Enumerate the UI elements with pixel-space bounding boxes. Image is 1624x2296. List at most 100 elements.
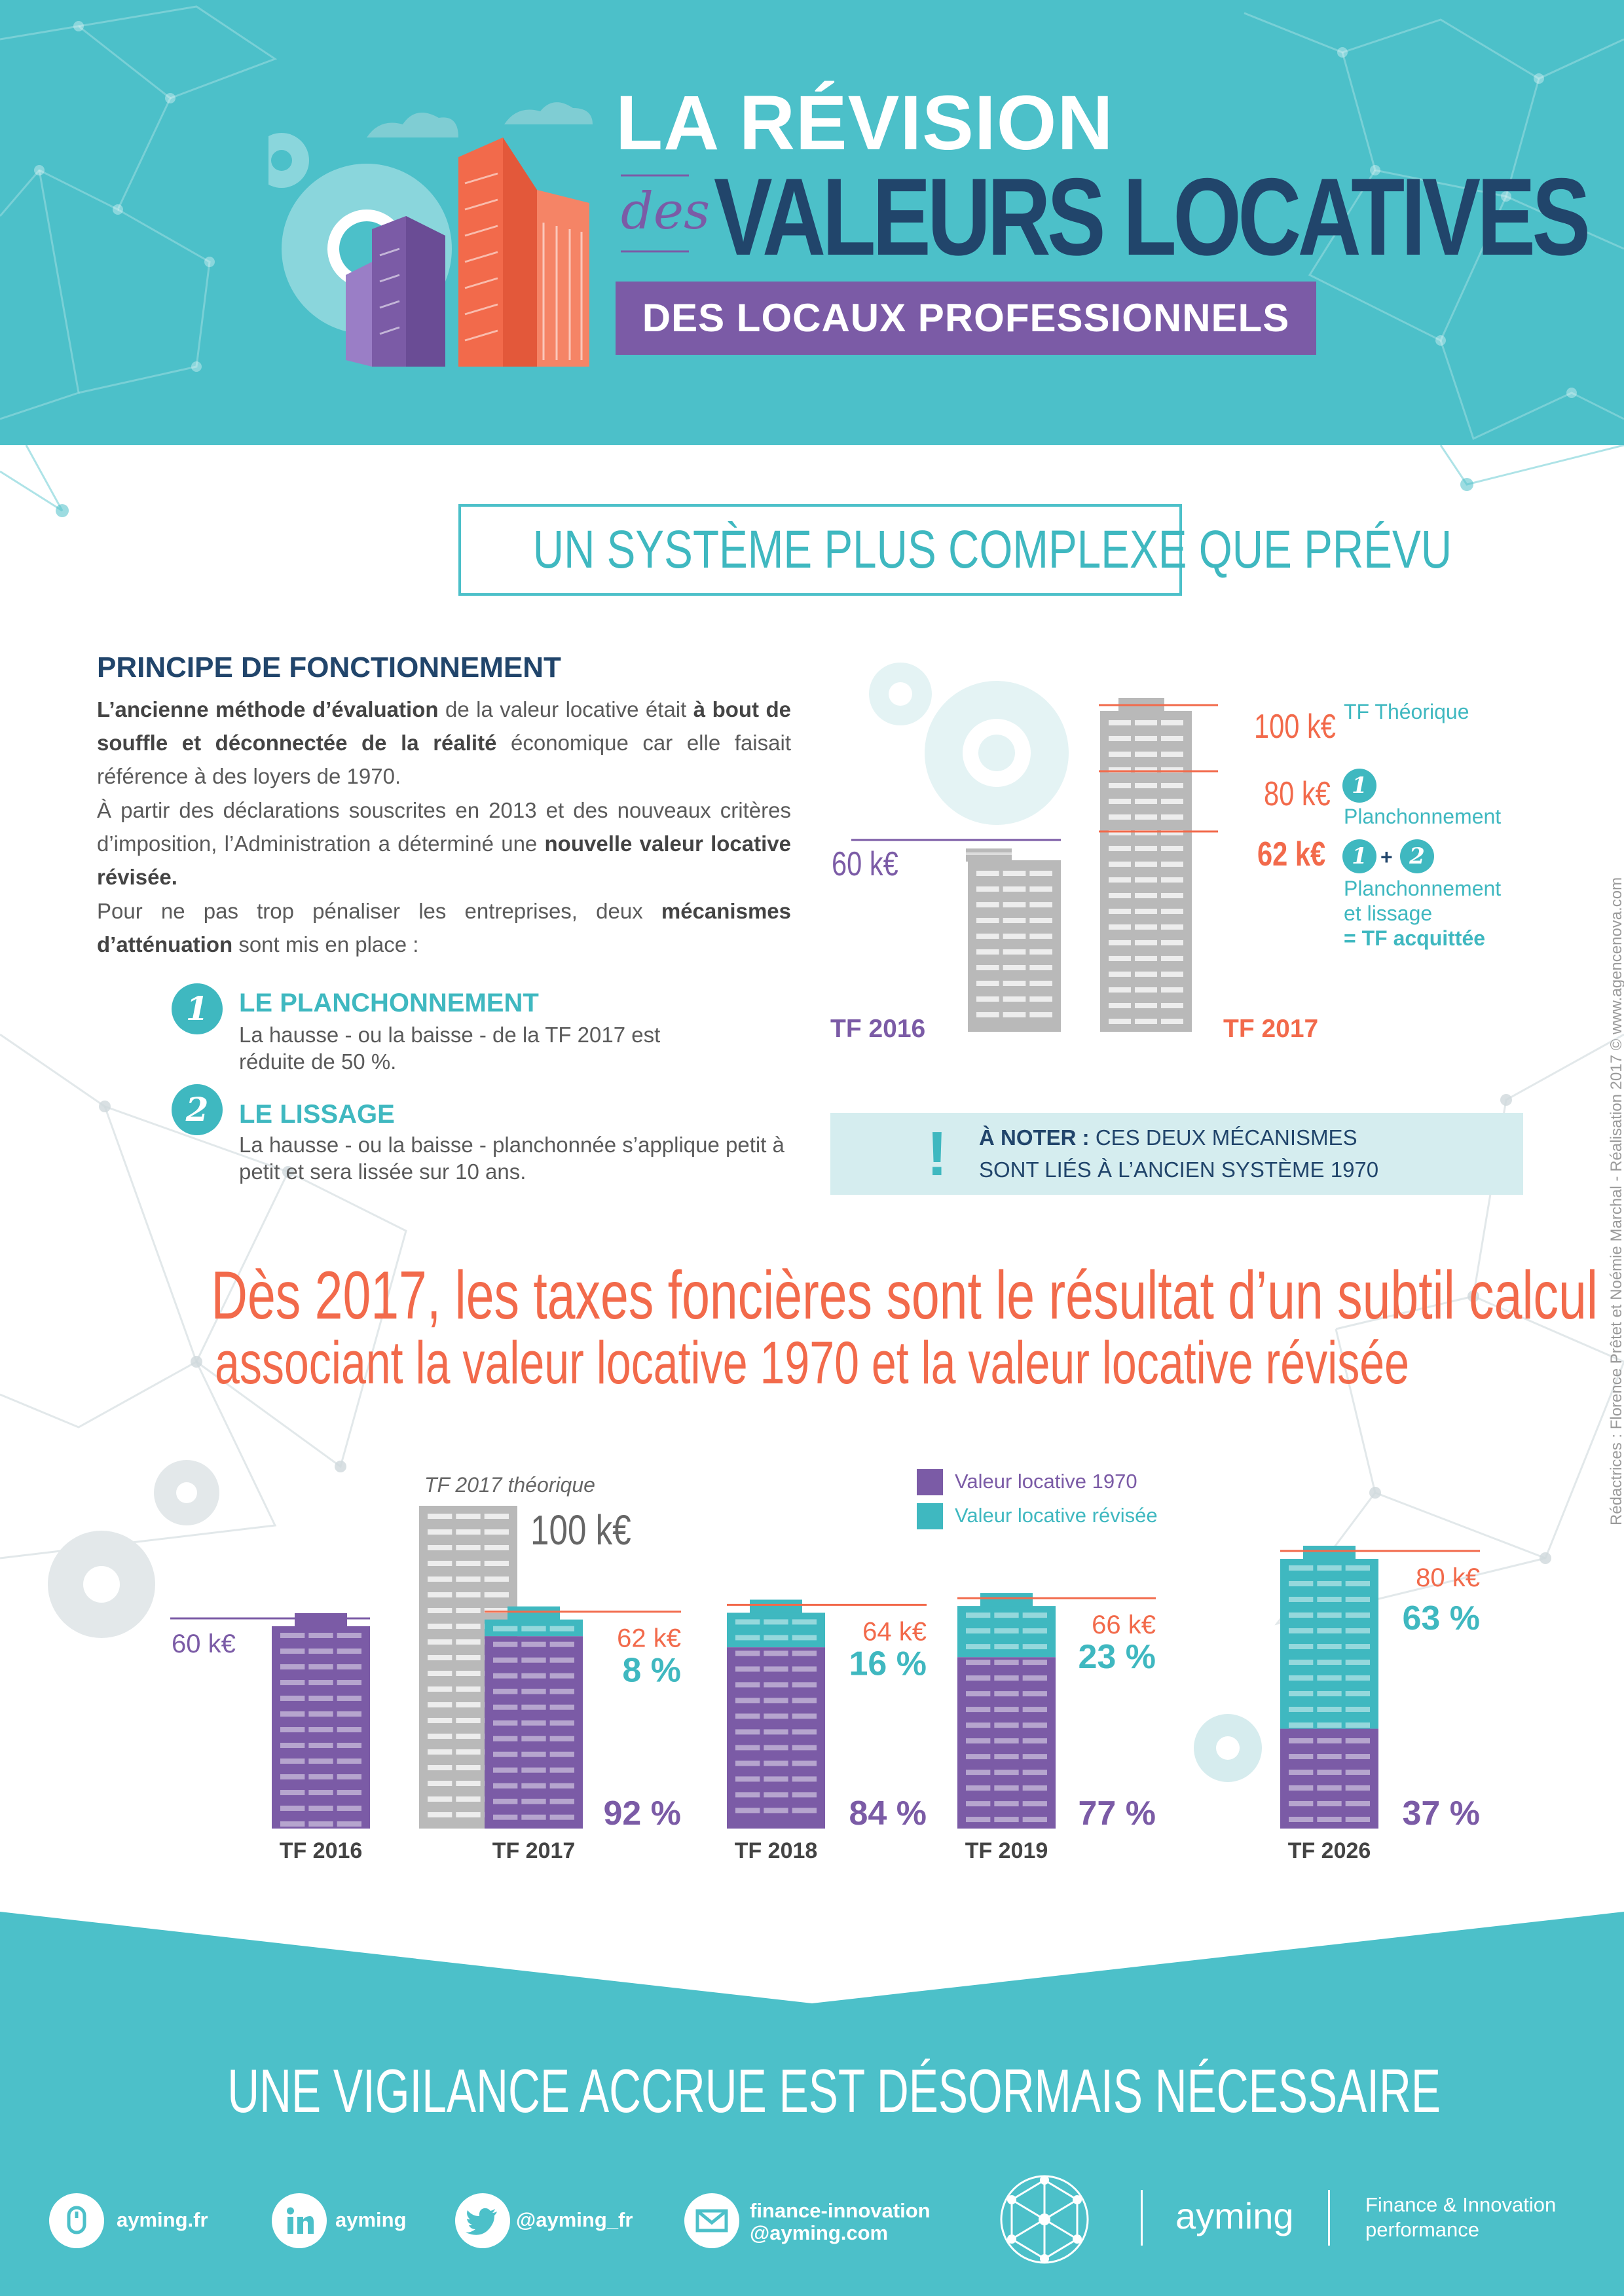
window — [549, 1720, 574, 1726]
window — [337, 1790, 361, 1795]
window — [1022, 1644, 1047, 1650]
window — [976, 1012, 999, 1017]
window — [1135, 783, 1157, 788]
window — [280, 1743, 305, 1748]
window — [549, 1688, 574, 1694]
linkedin-link-icon[interactable] — [272, 2193, 327, 2248]
window — [1029, 949, 1052, 955]
window — [976, 871, 999, 876]
window — [428, 1765, 452, 1770]
window — [521, 1626, 546, 1631]
window — [735, 1698, 760, 1704]
window — [976, 949, 999, 955]
window — [976, 965, 999, 970]
share-revised-label: 23 % — [1078, 1638, 1156, 1676]
text-run: de la valeur locative était — [438, 697, 693, 721]
window — [1003, 918, 1026, 923]
window — [456, 1576, 481, 1582]
section-title: UN SYSTÈME PLUS COMPLEXE QUE PRÉVU — [532, 520, 1452, 579]
twitter-link-icon[interactable] — [455, 2193, 510, 2248]
linkedin-link[interactable]: ayming — [335, 2208, 407, 2231]
window — [428, 1529, 452, 1535]
bar-revised-segment — [485, 1619, 583, 1637]
mechanism-1-text: La hausse - ou la baisse - de la TF 2017… — [239, 1023, 661, 1074]
window — [493, 1798, 518, 1804]
share-1970-label: 77 % — [1078, 1795, 1156, 1832]
window — [1135, 767, 1157, 773]
window — [1317, 1785, 1342, 1791]
total-label: 64 k€ — [862, 1617, 927, 1646]
window — [337, 1633, 361, 1638]
window — [456, 1655, 481, 1660]
window — [428, 1514, 452, 1519]
window — [1109, 799, 1131, 804]
window — [1345, 1691, 1370, 1696]
window — [308, 1774, 333, 1779]
window — [428, 1655, 452, 1660]
network-pattern — [0, 5, 1624, 441]
window — [456, 1592, 481, 1597]
note-box — [830, 1113, 1523, 1195]
window — [521, 1767, 546, 1773]
paragraph-1: L’ancienne méthode d’évaluation de la va… — [97, 693, 791, 793]
bold-run: à bout de souffle et déconnectée de la r… — [97, 697, 791, 755]
window — [549, 1626, 574, 1631]
window — [1289, 1644, 1314, 1649]
window — [1161, 1003, 1183, 1008]
window — [484, 1514, 509, 1519]
window — [994, 1707, 1019, 1713]
window — [428, 1671, 452, 1676]
window — [1345, 1707, 1370, 1712]
twitter-link[interactable]: @ayming_fr — [516, 2208, 633, 2231]
window — [966, 1770, 991, 1776]
window — [521, 1657, 546, 1663]
window — [1161, 830, 1183, 835]
twitter-icon — [466, 2208, 497, 2235]
legend-label-1970: Valeur locative 1970 — [955, 1470, 1137, 1493]
tf2017-theorique-label: TF 2017 théorique — [424, 1473, 595, 1497]
window — [1317, 1613, 1342, 1618]
window — [1345, 1581, 1370, 1586]
window — [976, 981, 999, 986]
window — [521, 1798, 546, 1804]
gear-decor-icon — [48, 1460, 1262, 1782]
window — [428, 1608, 452, 1613]
diagram-illustration — [851, 663, 1218, 1032]
window — [792, 1792, 817, 1798]
window — [1289, 1613, 1314, 1618]
window — [1003, 981, 1026, 986]
window — [966, 1722, 991, 1728]
website-link-icon[interactable] — [49, 2193, 104, 2248]
window — [1022, 1770, 1047, 1776]
bar-roof — [295, 1613, 347, 1628]
tagline-line1: Finance & Innovation — [1365, 2193, 1557, 2216]
window — [521, 1751, 546, 1757]
website-link[interactable]: ayming.fr — [117, 2208, 208, 2231]
window — [792, 1698, 817, 1704]
window — [1135, 862, 1157, 867]
bold-run: nouvelle valeur locative révisée. — [97, 831, 791, 889]
note-line1: CES DEUX MÉCANISMES — [1089, 1125, 1357, 1150]
window — [1003, 949, 1026, 955]
window — [337, 1758, 361, 1764]
mail-link-1[interactable]: finance-innovation @ayming.com — [750, 2199, 931, 2244]
bar-roof — [750, 1599, 802, 1614]
window — [792, 1682, 817, 1688]
window — [280, 1680, 305, 1685]
window — [1289, 1597, 1314, 1602]
mail-link-icon[interactable] — [684, 2193, 739, 2248]
tagline-line2: performance — [1365, 2218, 1480, 2241]
window — [484, 1561, 509, 1566]
window — [1109, 814, 1131, 820]
step-2-circle: 2 — [1400, 839, 1434, 873]
window — [280, 1821, 305, 1827]
window — [337, 1664, 361, 1669]
window — [792, 1713, 817, 1719]
window — [764, 1635, 788, 1641]
window — [976, 886, 999, 892]
plus-sign: + — [1380, 845, 1393, 869]
window — [1003, 886, 1026, 892]
window — [521, 1704, 546, 1710]
window — [1317, 1628, 1342, 1633]
step-1-circle: 1 — [1342, 769, 1376, 803]
